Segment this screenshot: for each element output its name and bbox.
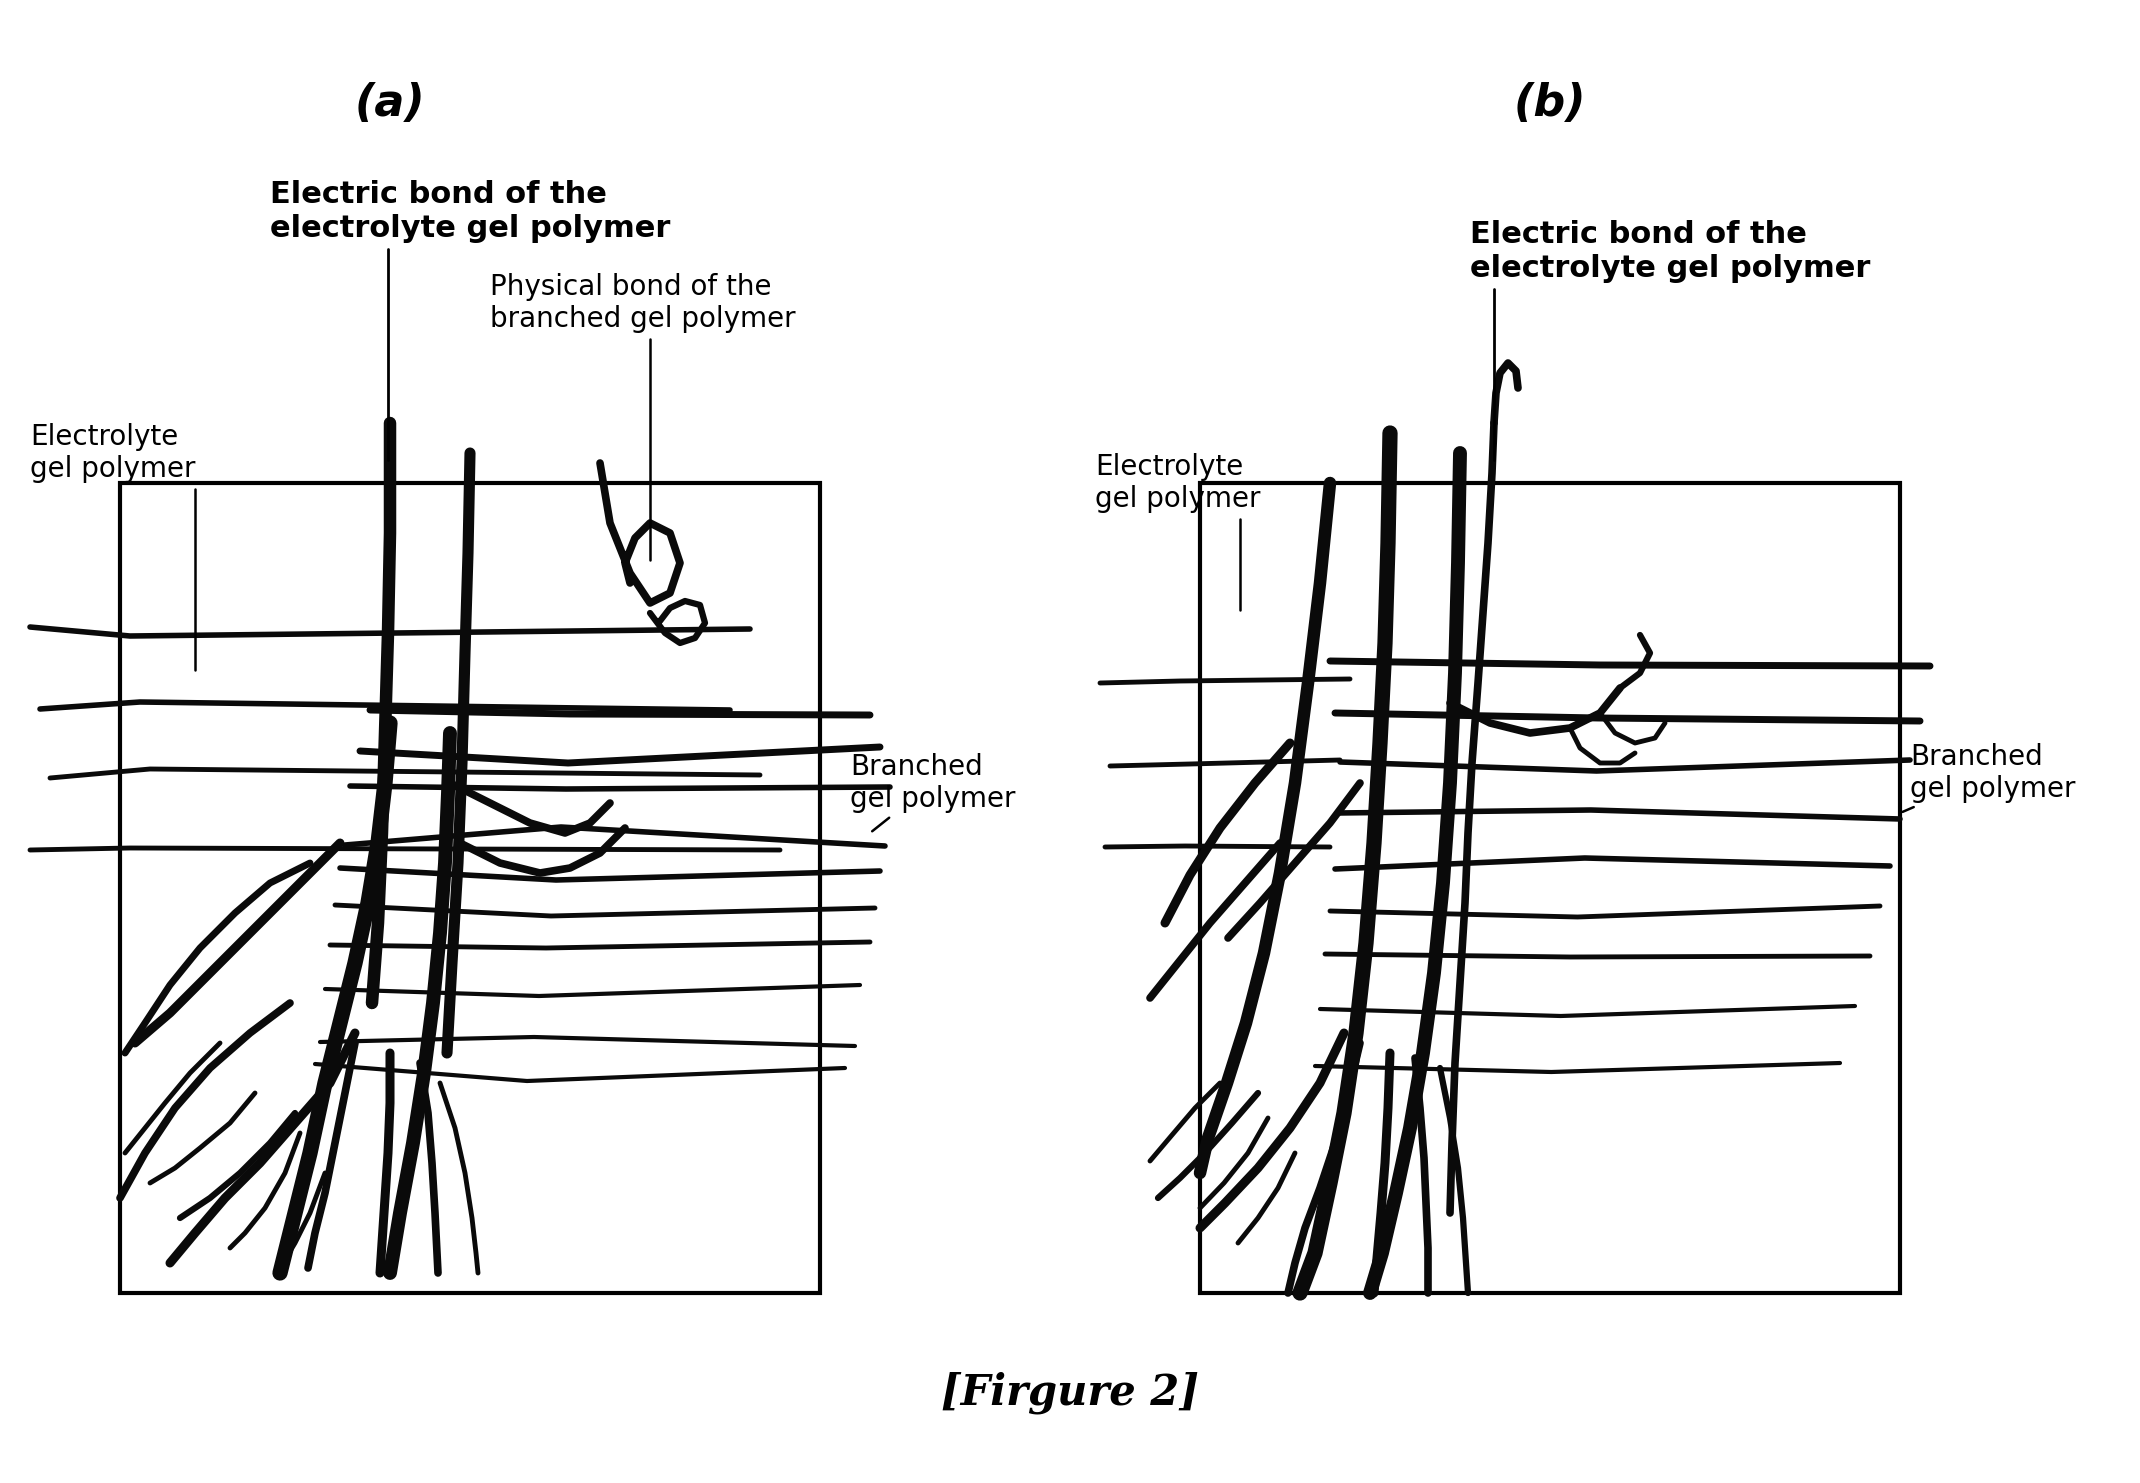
Text: Branched
gel polymer: Branched gel polymer: [1902, 743, 2076, 811]
Text: Electrolyte
gel polymer: Electrolyte gel polymer: [1096, 452, 1260, 610]
Text: [Firgure 2]: [Firgure 2]: [942, 1372, 1198, 1415]
Text: Branched
gel polymer: Branched gel polymer: [850, 753, 1016, 832]
Bar: [1201, 483, 1900, 1293]
Text: Physical bond of the
branched gel polymer: Physical bond of the branched gel polyme…: [490, 273, 796, 561]
Text: Electric bond of the
electrolyte gel polymer: Electric bond of the electrolyte gel pol…: [1470, 221, 1870, 460]
Bar: [120, 483, 820, 1293]
Text: (a): (a): [355, 82, 426, 125]
Text: Electrolyte
gel polymer: Electrolyte gel polymer: [30, 423, 195, 670]
Text: Electric bond of the
electrolyte gel polymer: Electric bond of the electrolyte gel pol…: [270, 181, 670, 460]
Text: (b): (b): [1513, 82, 1586, 125]
